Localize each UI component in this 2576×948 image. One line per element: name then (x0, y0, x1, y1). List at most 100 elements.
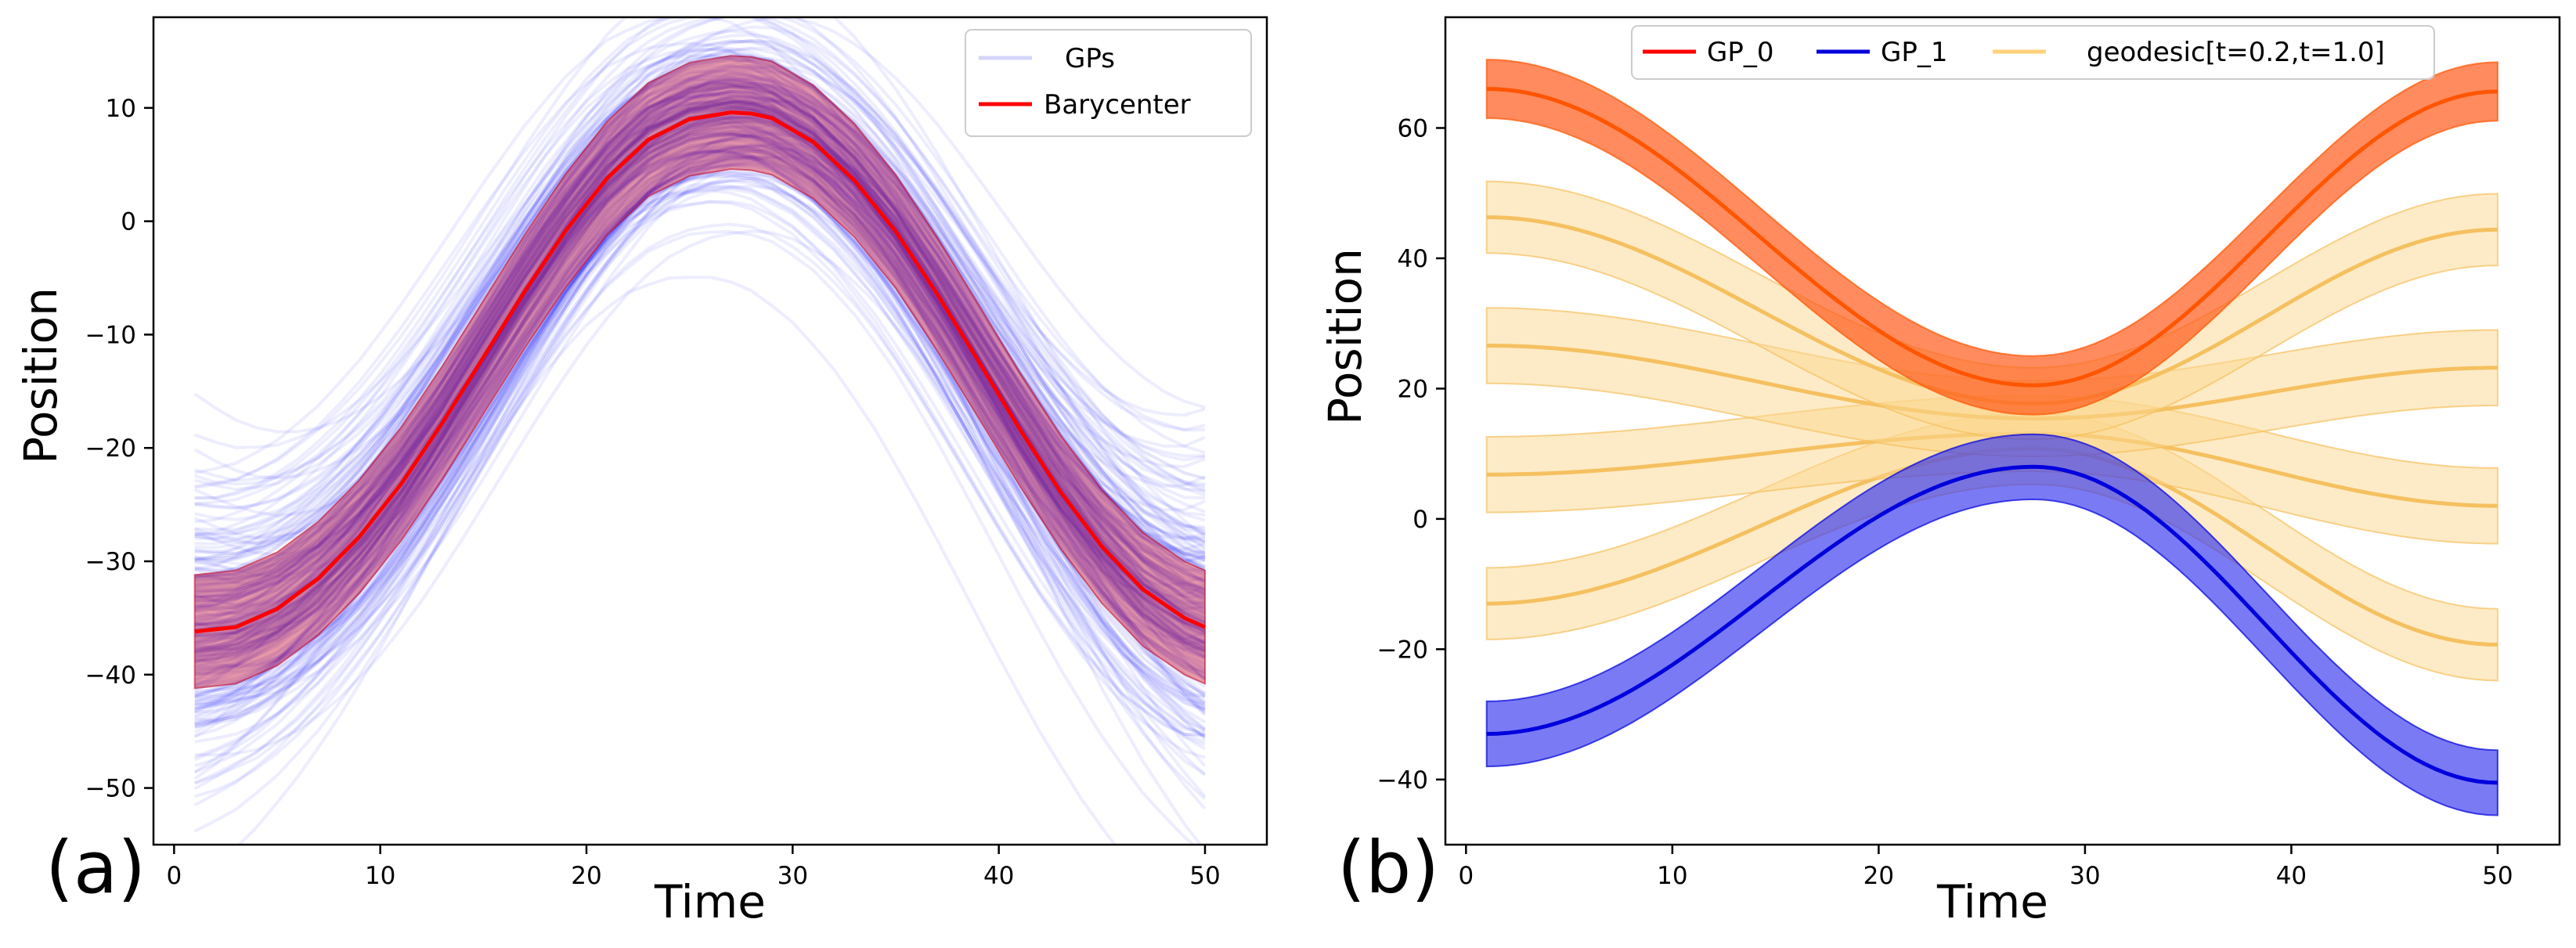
gp-sample-line (194, 128, 1206, 658)
gp-sample-line (194, 97, 1206, 645)
gp-sample-line (194, 65, 1206, 644)
panel-b-y-tick-label: 60 (1398, 114, 1428, 142)
legend-barycenter-label: Barycenter (1044, 89, 1191, 121)
panel-b-plot-area (1485, 59, 2498, 816)
gp-sample-line (193, 54, 1206, 665)
gp-sample-line (194, 77, 1206, 556)
panel-b-y-tick-label: 0 (1412, 506, 1428, 534)
gp-sample-line (193, 150, 1206, 774)
gp-sample-line (194, 176, 1206, 705)
panel-b-x-tick-label: 0 (1458, 862, 1474, 890)
gp-sample-line (194, 38, 1206, 654)
gp-sample-line (194, 94, 1206, 677)
gp-sample-line (194, 132, 1206, 653)
gp-sample-line (194, 128, 1206, 699)
gp-sample-line (194, 168, 1207, 724)
gp-sample-line (194, 184, 1206, 744)
gp-sample-line (194, 229, 1196, 845)
gp-sample-line (194, 81, 1207, 740)
gp-sample-line (194, 154, 1206, 707)
gp-sample-line (194, 17, 1206, 561)
barycenter-band (193, 55, 1206, 690)
gp-sample-line (194, 33, 1206, 510)
gp-sample-line (193, 57, 1206, 738)
gp-sample-line (193, 147, 1207, 768)
panel-a-y-tick-label: 0 (121, 208, 136, 236)
gp-sample-line (194, 17, 1206, 554)
panel-b-y-tick-label: −40 (1377, 766, 1428, 795)
gp-sample-line (194, 103, 1207, 708)
gp-sample-line (194, 142, 1206, 676)
gp-sample-line (194, 93, 1206, 607)
gp-sample-line (193, 144, 1207, 759)
barycenter-line (194, 110, 1207, 634)
gp-sample-line (194, 80, 1206, 600)
gp-sample-line (194, 99, 1206, 629)
gp-sample-line (194, 164, 1206, 707)
gp-sample-line (194, 171, 1206, 732)
gp-sample-line (194, 106, 1206, 665)
gp-sample-line (194, 46, 1207, 649)
panel-b-x-tick-label: 50 (2482, 862, 2513, 890)
gp-sample-line (194, 63, 1206, 581)
gp-sample-line (194, 47, 1206, 556)
gp-sample-line (194, 157, 1206, 729)
gp-sample-line (194, 175, 1207, 801)
gp-sample-line (194, 171, 1207, 712)
gp-sample-line (194, 129, 1206, 674)
gp-sample-line (194, 39, 1207, 572)
gp-sample-line (194, 99, 1206, 652)
gp-sample-line (194, 161, 1206, 727)
gp-sample-line (194, 71, 1206, 624)
panel-a-x-axis-label: Time (654, 875, 766, 928)
gp-sample-line (193, 132, 1207, 698)
gp-sample-line (194, 84, 1206, 626)
gp-sample-line (236, 178, 1206, 845)
panel-a-label: (a) (45, 826, 146, 910)
gp-sample-line (194, 85, 1206, 699)
gp-sample-line (194, 118, 1206, 640)
gp-sample-line (194, 55, 1206, 557)
panel-a-legend: GPs Barycenter (965, 29, 1252, 137)
gp-sample-line (194, 88, 1206, 581)
gp-sample-line (193, 129, 1206, 785)
panel-a-x-tick-label: 10 (365, 862, 395, 890)
panel-b-legend: GP_0 GP_1 geodesic[t=0.2,t=1.0] (1631, 25, 2435, 80)
gp-sample-line (194, 124, 1207, 730)
gp-sample-line (194, 149, 1206, 699)
gp-sample-line (194, 81, 1206, 587)
gp-sample-line (193, 99, 1206, 791)
gp-sample-line (193, 172, 1206, 833)
gp-sample-line (194, 41, 1206, 629)
gp-sample-line (193, 158, 1207, 762)
gp-sample-line (194, 89, 1206, 629)
gp-sample-line (194, 137, 1207, 672)
legend-geodesic-label: geodesic[t=0.2,t=1.0] (2087, 37, 2385, 68)
gp-sample-line (194, 81, 1206, 633)
panel-b-x-tick-label: 30 (2069, 862, 2100, 890)
gp-sample-line (194, 56, 1206, 611)
gp-sample-line (194, 131, 1206, 709)
gp-sample-line (194, 155, 1206, 726)
gp-sample-line (194, 139, 1206, 679)
gp-sample-line (194, 77, 1207, 614)
gp-sample-line (194, 85, 1206, 611)
legend-gps-label: GPs (1065, 43, 1115, 74)
legend-gp0-label: GP_0 (1707, 37, 1773, 68)
gp-sample-line (193, 157, 1206, 774)
gp-sample-line (194, 174, 1206, 747)
gp-sample-line (194, 179, 1207, 751)
gp-sample-line (194, 134, 1206, 660)
gp-sample-line (194, 125, 1206, 653)
gp-sample-line (194, 74, 1206, 601)
gp-sample-line (194, 51, 1207, 634)
gp-sample-line (194, 132, 1206, 667)
gp-sample-cloud (193, 17, 1207, 845)
gp-sample-line (194, 137, 1206, 663)
panel-b-y-tick-label: −20 (1377, 636, 1428, 664)
panel-a-x-tick-label: 30 (777, 862, 808, 890)
panel-b-y-axis-label: Position (1319, 248, 1372, 425)
gp-sample-line (194, 120, 1206, 667)
gp-sample-line (194, 93, 1207, 711)
